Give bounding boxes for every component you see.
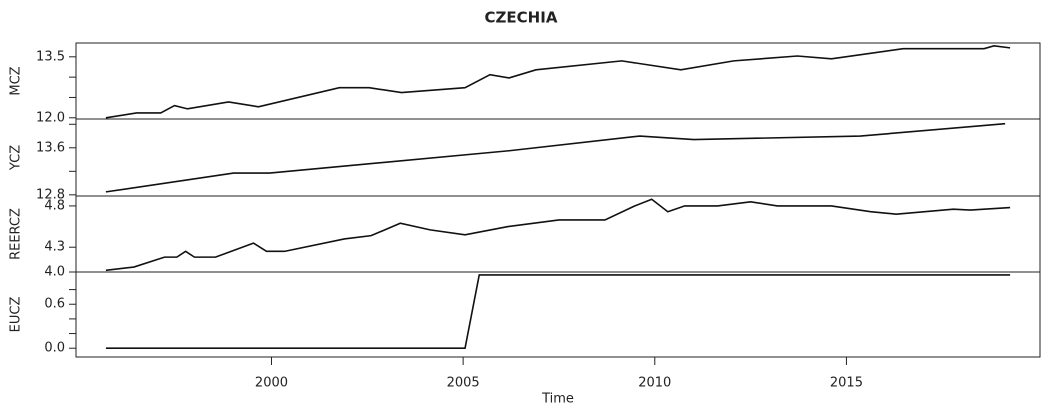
x-axis-label: Time — [541, 392, 574, 407]
series-line — [105, 274, 1011, 350]
y-tick-label: 12.0 — [36, 110, 65, 125]
y-axis-label: REERCZ — [9, 208, 24, 260]
y-tick-label: 4.8 — [44, 198, 65, 213]
panel-frame — [75, 195, 1041, 273]
y-tick-label: 13.5 — [36, 49, 65, 64]
y-axis-label: MCZ — [9, 66, 24, 95]
x-tick-label: 2005 — [447, 376, 480, 391]
y-tick-label: 4.0 — [44, 265, 65, 280]
y-tick-label: 4.3 — [44, 240, 65, 255]
panel-frame — [75, 118, 1041, 197]
x-tick-label: 2000 — [255, 376, 288, 391]
y-tick-label: 12.8 — [36, 187, 65, 202]
series-line — [105, 198, 1011, 272]
x-tick-label: 2015 — [830, 376, 863, 391]
y-axis-label: EUCZ — [9, 297, 24, 333]
x-tick-label: 2010 — [638, 376, 671, 391]
y-tick-label: 0.0 — [44, 341, 65, 356]
panel-frame — [75, 271, 1041, 358]
series-line — [105, 45, 1011, 119]
y-tick-label: 13.6 — [36, 140, 65, 155]
series-line — [105, 122, 1006, 193]
y-tick-label: 0.6 — [44, 297, 65, 312]
chart-title: CZECHIA — [485, 9, 558, 27]
y-axis-label: YCZ — [9, 145, 24, 171]
panel-frame — [75, 42, 1041, 120]
